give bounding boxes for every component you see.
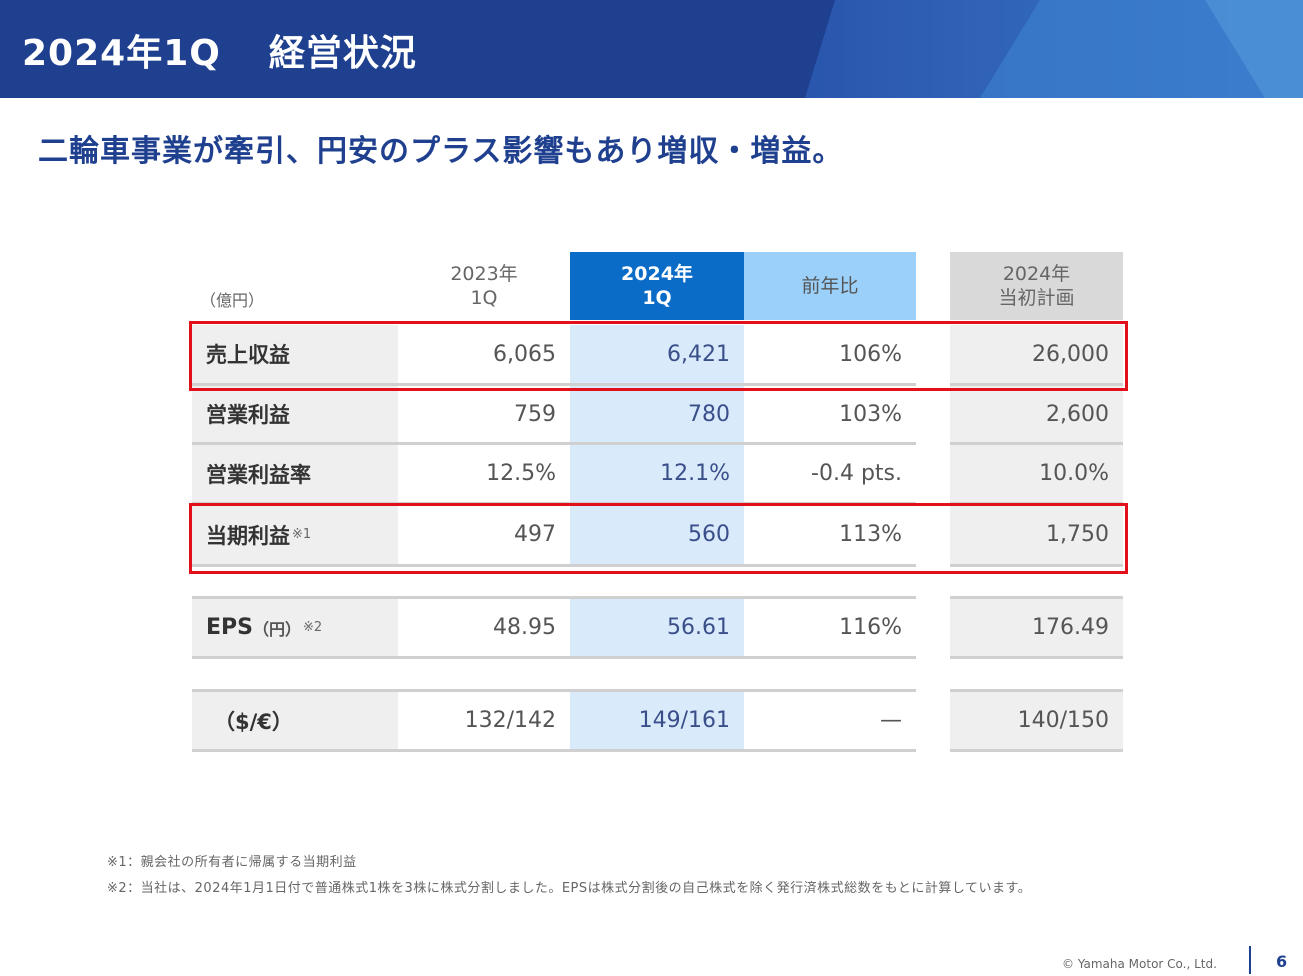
- cell-margin-2024: 12.1%: [570, 445, 744, 502]
- row-divider: [192, 442, 916, 445]
- title-main: 経営状況: [268, 33, 417, 74]
- cell-net-plan: 1,750: [950, 505, 1123, 564]
- slide-title: 2024年1Q 経営状況: [22, 24, 417, 76]
- col-header-2024: 2024年 1Q: [570, 252, 744, 320]
- cell-revenue-plan: 26,000: [950, 325, 1123, 383]
- headline: 二輪車事業が牽引、円安のプラス影響もあり増収・増益。: [38, 134, 844, 169]
- row-label-fx: （$/€）: [192, 692, 398, 749]
- row-divider: [950, 564, 1123, 567]
- cell-net-yoy: 113%: [744, 505, 916, 564]
- cell-margin-plan: 10.0%: [950, 445, 1123, 502]
- highlight-box-revenue: [189, 321, 1128, 391]
- copyright: © Yamaha Motor Co., Ltd.: [1062, 957, 1217, 971]
- cell-op-yoy: 103%: [744, 386, 916, 442]
- row-divider: [192, 596, 916, 599]
- col-plan-year: 2024年: [1002, 263, 1071, 285]
- row-divider: [192, 656, 916, 659]
- row-label-eps: EPS （円） ※2: [192, 599, 398, 656]
- row-label-operating-profit: 営業利益: [192, 386, 398, 442]
- cell-fx-2024: 149/161: [570, 692, 744, 749]
- title-period: 2024年1Q: [22, 33, 221, 74]
- row-label-text: 営業利益: [206, 403, 290, 427]
- unit-label: （億円）: [200, 291, 265, 310]
- footnote-1: ※1：親会社の所有者に帰属する当期利益: [107, 855, 357, 870]
- row-divider: [950, 383, 1123, 386]
- cell-op-2024: 780: [570, 386, 744, 442]
- cell-margin-yoy: -0.4 pts.: [744, 445, 916, 502]
- col-2023-year: 2023年: [450, 263, 518, 285]
- cell-fx-2023: 132/142: [398, 692, 570, 749]
- col-2023-quarter: 1Q: [470, 287, 498, 309]
- cell-op-plan: 2,600: [950, 386, 1123, 442]
- row-label-net-income: 当期利益 ※1: [192, 505, 398, 564]
- row-divider: [192, 564, 916, 567]
- row-label-op-margin: 営業利益率: [192, 445, 398, 502]
- slide-header: 2024年1Q 経営状況: [0, 0, 1303, 98]
- cell-eps-yoy: 116%: [744, 599, 916, 656]
- highlight-box-net-income: [189, 503, 1128, 574]
- cell-op-2023: 759: [398, 386, 570, 442]
- col-2024-year: 2024年: [621, 263, 693, 285]
- cell-fx-plan: 140/150: [950, 692, 1123, 749]
- cell-eps-2024: 56.61: [570, 599, 744, 656]
- row-divider: [950, 442, 1123, 445]
- cell-margin-2023: 12.5%: [398, 445, 570, 502]
- row-label-revenue: 売上収益: [192, 325, 398, 383]
- cell-fx-yoy: —: [744, 692, 916, 749]
- footnote-2: ※2：当社は、2024年1月1日付で普通株式1株を3株に株式分割しました。EPS…: [107, 881, 1032, 896]
- eps-unit: （円）: [253, 619, 302, 639]
- row-label-text: 当期利益: [206, 523, 290, 548]
- row-label-text: 売上収益: [206, 343, 290, 367]
- cell-net-2024: 560: [570, 505, 744, 564]
- col-plan-label: 当初計画: [998, 287, 1075, 309]
- row-divider: [950, 749, 1123, 752]
- row-divider: [950, 596, 1123, 599]
- cell-eps-plan: 176.49: [950, 599, 1123, 656]
- row-divider: [192, 383, 916, 386]
- cell-revenue-2024: 6,421: [570, 325, 744, 383]
- col-header-plan: 2024年 当初計画: [950, 252, 1123, 320]
- col-header-2023: 2023年 1Q: [398, 252, 570, 320]
- page-number: 6: [1276, 952, 1288, 971]
- cell-net-2023: 497: [398, 505, 570, 564]
- eps-label-text: EPS: [206, 615, 253, 640]
- footnote-mark: ※2: [303, 620, 323, 635]
- row-divider: [950, 689, 1123, 692]
- fx-label-text: （$/€）: [214, 709, 293, 734]
- row-label-text: 営業利益率: [206, 462, 311, 487]
- footer-divider: [1249, 946, 1251, 974]
- cell-revenue-yoy: 106%: [744, 325, 916, 383]
- row-divider: [192, 749, 916, 752]
- cell-revenue-2023: 6,065: [398, 325, 570, 383]
- cell-eps-2023: 48.95: [398, 599, 570, 656]
- row-divider: [950, 656, 1123, 659]
- row-divider: [192, 689, 916, 692]
- col-yoy-label: 前年比: [801, 275, 859, 297]
- col-header-yoy: 前年比: [744, 252, 916, 320]
- col-2024-quarter: 1Q: [642, 287, 672, 309]
- footnote-mark: ※1: [292, 527, 312, 542]
